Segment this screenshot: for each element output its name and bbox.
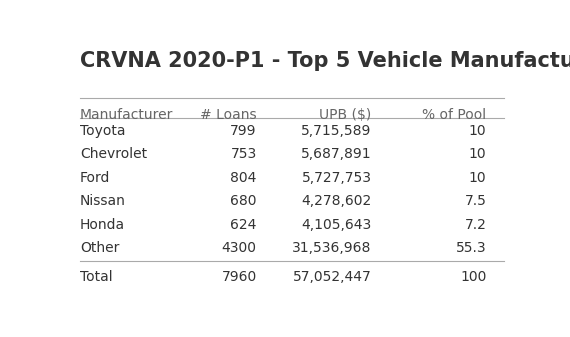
Text: % of Pool: % of Pool [422, 108, 487, 122]
Text: 624: 624 [230, 218, 256, 232]
Text: 5,727,753: 5,727,753 [302, 171, 372, 185]
Text: 799: 799 [230, 124, 256, 138]
Text: 7.2: 7.2 [465, 218, 487, 232]
Text: 804: 804 [230, 171, 256, 185]
Text: 4300: 4300 [222, 241, 256, 255]
Text: UPB ($): UPB ($) [319, 108, 372, 122]
Text: 7960: 7960 [222, 270, 256, 284]
Text: 57,052,447: 57,052,447 [293, 270, 372, 284]
Text: 5,715,589: 5,715,589 [302, 124, 372, 138]
Text: CRVNA 2020-P1 - Top 5 Vehicle Manufacturers: CRVNA 2020-P1 - Top 5 Vehicle Manufactur… [80, 51, 570, 71]
Text: 680: 680 [230, 194, 256, 208]
Text: Chevrolet: Chevrolet [80, 148, 147, 161]
Text: Total: Total [80, 270, 113, 284]
Text: Honda: Honda [80, 218, 125, 232]
Text: Manufacturer: Manufacturer [80, 108, 173, 122]
Text: 10: 10 [469, 171, 487, 185]
Text: 4,278,602: 4,278,602 [302, 194, 372, 208]
Text: 10: 10 [469, 124, 487, 138]
Text: 753: 753 [230, 148, 256, 161]
Text: 31,536,968: 31,536,968 [292, 241, 372, 255]
Text: Other: Other [80, 241, 120, 255]
Text: Toyota: Toyota [80, 124, 125, 138]
Text: 55.3: 55.3 [456, 241, 487, 255]
Text: Nissan: Nissan [80, 194, 126, 208]
Text: 10: 10 [469, 148, 487, 161]
Text: Ford: Ford [80, 171, 111, 185]
Text: 7.5: 7.5 [465, 194, 487, 208]
Text: 5,687,891: 5,687,891 [301, 148, 372, 161]
Text: 4,105,643: 4,105,643 [302, 218, 372, 232]
Text: # Loans: # Loans [200, 108, 256, 122]
Text: 100: 100 [460, 270, 487, 284]
